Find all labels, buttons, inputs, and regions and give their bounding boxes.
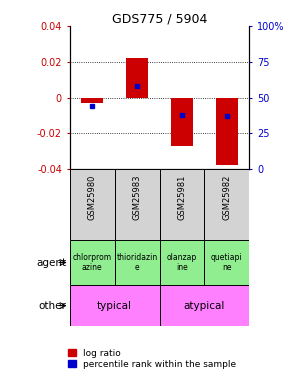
Text: typical: typical — [97, 301, 132, 310]
Text: GSM25983: GSM25983 — [133, 174, 142, 220]
Text: thioridazin
e: thioridazin e — [116, 253, 158, 272]
Text: atypical: atypical — [184, 301, 225, 310]
Bar — [160, 169, 204, 240]
Text: GSM25980: GSM25980 — [88, 174, 97, 220]
Bar — [70, 285, 160, 326]
Bar — [70, 240, 115, 285]
Bar — [204, 240, 249, 285]
Bar — [115, 240, 160, 285]
Bar — [204, 169, 249, 240]
Text: quetiapi
ne: quetiapi ne — [211, 253, 243, 272]
Bar — [126, 58, 148, 98]
Text: olanzap
ine: olanzap ine — [167, 253, 197, 272]
Text: GSM25981: GSM25981 — [177, 174, 186, 220]
Bar — [171, 98, 193, 146]
Text: chlorprom
azine: chlorprom azine — [72, 253, 112, 272]
Bar — [70, 169, 115, 240]
Title: GDS775 / 5904: GDS775 / 5904 — [112, 12, 207, 25]
Text: other: other — [39, 301, 67, 310]
Bar — [160, 285, 249, 326]
Bar — [160, 240, 204, 285]
Legend: log ratio, percentile rank within the sample: log ratio, percentile rank within the sa… — [68, 349, 236, 369]
Bar — [216, 98, 238, 165]
Bar — [115, 169, 160, 240]
Text: agent: agent — [37, 258, 67, 267]
Text: GSM25982: GSM25982 — [222, 174, 231, 220]
Bar — [81, 98, 103, 103]
